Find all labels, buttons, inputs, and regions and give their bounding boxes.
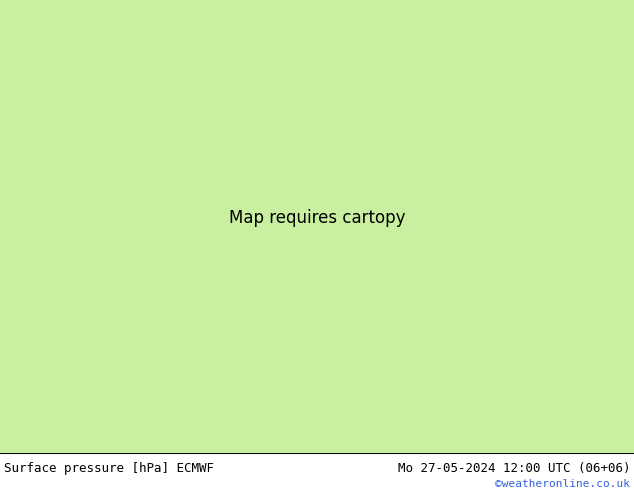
Text: Map requires cartopy: Map requires cartopy <box>229 209 405 227</box>
Text: Surface pressure [hPa] ECMWF: Surface pressure [hPa] ECMWF <box>4 462 214 475</box>
Polygon shape <box>0 0 634 453</box>
Text: Mo 27-05-2024 12:00 UTC (06+06): Mo 27-05-2024 12:00 UTC (06+06) <box>398 462 630 475</box>
Text: ©weatheronline.co.uk: ©weatheronline.co.uk <box>495 479 630 489</box>
